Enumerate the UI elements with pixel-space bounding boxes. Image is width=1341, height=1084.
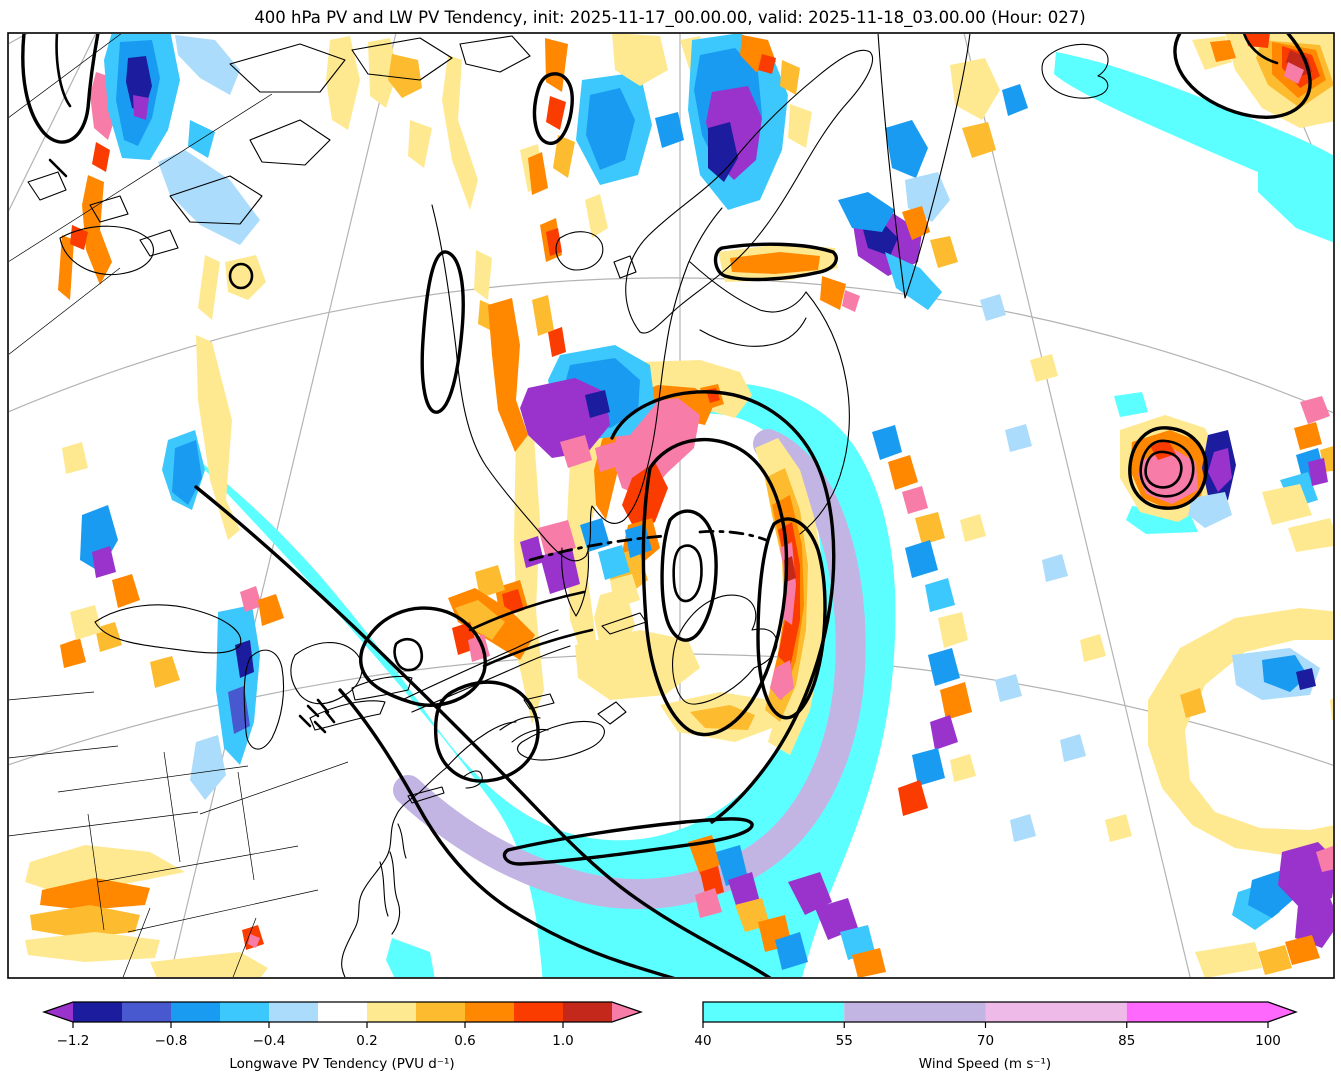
pv-bullseye-rings [1128, 426, 1208, 510]
pv-wing-body [433, 680, 540, 783]
colorbar-outline [702, 1001, 1298, 1023]
figure-title: 400 hPa PV and LW PV Tendency, init: 202… [254, 8, 1085, 28]
map [7, 32, 1335, 979]
pv-ring-small [228, 262, 254, 290]
colorbar-segment [416, 1002, 465, 1022]
jet-stream-band [188, 381, 896, 977]
patches-far-field [950, 294, 1132, 842]
colorbar-segment [269, 1002, 318, 1022]
colorbar-segment [73, 1002, 122, 1022]
patches-jet-outer-chain [688, 835, 886, 977]
northeast-wind-blob [1258, 150, 1333, 243]
colorbar-tick-label: 0.6 [454, 1033, 475, 1049]
pv-teardrop-loop [532, 72, 574, 145]
colorbar-axis-label: Longwave PV Tendency (PVU d⁻¹) [229, 1056, 454, 1072]
wind-smudge [1114, 392, 1148, 417]
pv-hook-middle [641, 437, 789, 737]
colorbar-segment [122, 1002, 171, 1022]
pv-jet-strand-1 [194, 485, 772, 977]
colorbar-tick-label: 85 [1118, 1033, 1135, 1049]
patches-baffin-bay [688, 34, 812, 210]
pv-hook-inner [660, 509, 718, 642]
colorbar-outline [42, 1001, 643, 1023]
map-frame [7, 32, 1335, 979]
coastlines [27, 34, 1109, 977]
colorbar-segment [465, 1002, 514, 1022]
pv-davis-loop [713, 242, 838, 282]
colorbar-segment [367, 1002, 416, 1022]
patches-east-edge [1262, 396, 1333, 552]
pv-northeast-arc [1173, 34, 1312, 119]
colorbar-segment [563, 1002, 612, 1022]
colorbar-segment [171, 1002, 220, 1022]
colorbar-tick-label: −0.8 [155, 1033, 188, 1049]
colorbar-segment [514, 1002, 563, 1022]
colorbar-tick-label: −0.4 [253, 1033, 286, 1049]
colorbar-tick-label: −1.2 [57, 1033, 90, 1049]
patches-northeast-corner [1192, 34, 1333, 128]
pv-contour-northwest-loop [21, 34, 100, 144]
colorbar-tick-label: 1.0 [552, 1033, 573, 1049]
colorbar-tick-label: 0.2 [356, 1033, 377, 1049]
patches-davis-strait [718, 58, 1028, 312]
colorbar-segment [1126, 1002, 1268, 1022]
patches-west [25, 430, 284, 977]
colorbar-extend-low [44, 1002, 73, 1022]
colorbar-segment [844, 1002, 986, 1022]
patches-southeast [1148, 608, 1333, 856]
pv-contours [21, 34, 1312, 977]
patches-bottom-right [1195, 842, 1333, 977]
colorbar-extend-high [612, 1002, 641, 1022]
colorbar-axis-label: Wind Speed (m s⁻¹) [919, 1056, 1051, 1072]
colorbar-tick-label: 100 [1255, 1033, 1281, 1049]
pv-sliver-loop [502, 817, 754, 866]
pv-jet-strand-2 [338, 688, 676, 977]
patches-east-of-jet [872, 425, 972, 816]
colorbar-tick-label: 55 [836, 1033, 853, 1049]
pv-streamer-oval [420, 250, 465, 414]
jet-core-55-70 [393, 429, 866, 910]
pv-diabatic-ellipse [756, 517, 827, 720]
wind-speed-colorbar: 40 55 70 85 100 Wind Speed (m s⁻¹) [694, 1001, 1298, 1072]
colorbar-tick-label: 70 [977, 1033, 994, 1049]
pv-hook-outer [610, 390, 836, 824]
colorbar-segment [985, 1002, 1127, 1022]
wind-smudge [386, 938, 435, 977]
colorbar-segment [703, 1002, 845, 1022]
lw-pv-tendency-colorbar: −1.2 −0.8 −0.4 0.2 0.6 1.0 Longwave PV Tendenc… [42, 1001, 643, 1072]
colorbar-extend-high [1268, 1002, 1296, 1022]
colorbar-segment [318, 1002, 367, 1022]
pv-wing-almond [359, 606, 487, 707]
colorbar-tick-label: 40 [694, 1033, 711, 1049]
colorbar-segment [220, 1002, 269, 1022]
state-borders [9, 34, 349, 977]
